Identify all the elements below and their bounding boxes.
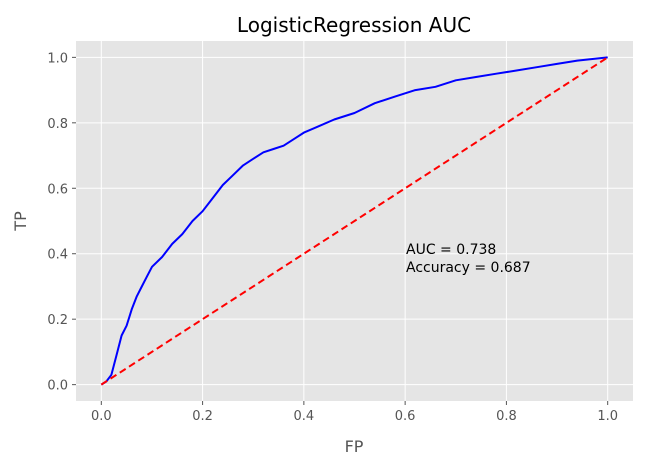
auc-annotation: AUC = 0.738: [406, 242, 496, 258]
y-tick-label: 0.4: [47, 248, 68, 263]
x-axis-label: FP: [345, 437, 364, 456]
y-axis-label: TP: [11, 211, 30, 232]
series-layer: [100, 56, 609, 386]
y-tick-label: 0.0: [47, 379, 68, 394]
y-tick-label: 0.8: [47, 117, 68, 132]
y-tick-label: 1.0: [47, 51, 68, 66]
x-tick-label: 0.4: [294, 409, 315, 424]
x-tick-label: 0.2: [192, 409, 213, 424]
chart-title: LogisticRegression AUC: [237, 13, 471, 37]
accuracy-annotation: Accuracy = 0.687: [406, 260, 531, 276]
tick-labels: 0.0 0.2 0.4 0.6 0.8 1.0 0.0 0.2 0.4 0.6 0.8 1.0: [47, 51, 618, 424]
x-tick-label: 0.8: [496, 409, 517, 424]
grid: [76, 41, 633, 401]
baseline-series-line: [100, 56, 609, 386]
x-tick-label: 1.0: [597, 409, 618, 424]
y-tick-label: 0.2: [47, 313, 68, 328]
x-tick-label: 0.0: [91, 409, 112, 424]
y-tick-label: 0.6: [47, 182, 68, 197]
roc-series-line: [100, 56, 608, 386]
x-tick-label: 0.6: [395, 409, 416, 424]
